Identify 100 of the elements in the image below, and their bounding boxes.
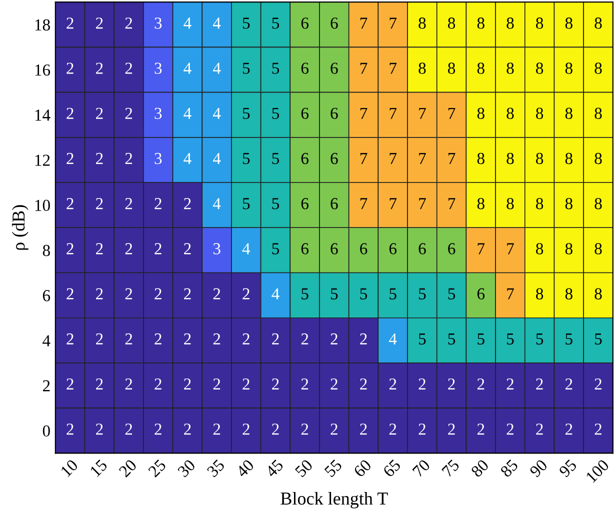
data-label: 2 (272, 424, 279, 435)
data-label: 5 (330, 288, 338, 300)
data-label: 2 (418, 424, 426, 435)
data-label: 2 (154, 333, 162, 344)
data-label: 8 (536, 198, 544, 210)
data-label: 6 (301, 152, 309, 164)
data-label: 6 (477, 288, 485, 300)
data-label: 2 (66, 288, 74, 300)
data-label: 5 (595, 334, 602, 345)
data-label: 2 (66, 243, 74, 254)
data-label: 7 (478, 243, 485, 254)
data-label: 2 (477, 378, 484, 390)
data-label: 2 (125, 243, 132, 254)
data-label: 8 (418, 18, 426, 29)
data-label: 2 (213, 378, 220, 390)
data-label: 8 (565, 18, 572, 29)
data-label: 2 (272, 333, 279, 344)
data-label: 2 (594, 424, 602, 435)
x-tick-label: 20 (118, 458, 138, 478)
x-tick-label: 45 (264, 458, 284, 478)
data-label: 2 (125, 18, 132, 29)
data-label: 2 (66, 108, 74, 119)
data-label: 2 (360, 378, 367, 390)
y-tick-label: 2 (42, 380, 50, 392)
data-label: 2 (125, 62, 132, 74)
data-label: 8 (448, 62, 456, 74)
data-label: 8 (418, 62, 426, 74)
data-label: 3 (154, 18, 162, 29)
data-label: 8 (594, 18, 602, 29)
data-label: 6 (330, 18, 338, 29)
data-label: 6 (301, 243, 309, 254)
data-label: 7 (448, 153, 456, 164)
data-label: 2 (154, 243, 162, 254)
x-tick-label: 65 (382, 458, 402, 478)
data-label: 6 (301, 62, 309, 74)
data-label: 3 (213, 243, 220, 254)
data-label: 2 (125, 198, 132, 210)
data-label: 2 (66, 18, 74, 29)
data-label: 2 (96, 288, 103, 300)
y-tick-label: 4 (42, 335, 50, 346)
data-label: 5 (242, 153, 250, 164)
data-label: 8 (594, 152, 602, 164)
data-label: 2 (330, 378, 338, 390)
data-label: 7 (419, 153, 426, 164)
data-label: 8 (477, 18, 484, 29)
data-label: 2 (272, 378, 279, 390)
x-tick-label: 10 (60, 458, 79, 478)
data-label: 5 (419, 334, 426, 345)
data-label: 8 (477, 108, 484, 120)
data-label: 5 (242, 18, 250, 29)
y-tick-label: 6 (42, 290, 50, 302)
data-label: 2 (154, 198, 162, 210)
data-label: 6 (330, 62, 338, 74)
x-tick-label: 55 (324, 458, 343, 478)
x-tick-label: 60 (353, 458, 372, 478)
data-label: 5 (566, 334, 572, 345)
data-label: 6 (418, 243, 426, 254)
data-label: 6 (301, 18, 309, 29)
x-tick-label: 90 (529, 458, 548, 478)
data-label: 5 (272, 198, 280, 210)
data-label: 8 (565, 108, 572, 120)
data-label: 2 (66, 62, 74, 74)
data-label: 8 (565, 62, 572, 74)
data-label: 8 (536, 18, 544, 29)
data-label: 8 (536, 152, 544, 164)
data-label: 8 (594, 288, 602, 300)
data-label: 8 (565, 288, 572, 300)
data-label: 2 (184, 198, 191, 210)
data-label: 2 (96, 333, 103, 344)
data-label: 7 (360, 198, 368, 210)
data-label: 8 (536, 62, 544, 74)
data-label: 5 (536, 334, 544, 345)
y-tick-label: 18 (35, 19, 50, 31)
data-label: 2 (389, 378, 396, 390)
data-label: 8 (506, 198, 514, 210)
data-label: 2 (213, 288, 220, 300)
data-label: 2 (477, 424, 484, 435)
data-label: 5 (272, 62, 280, 74)
data-label: 2 (565, 378, 572, 390)
data-label: 2 (242, 378, 250, 390)
x-tick-label: 35 (206, 458, 226, 478)
data-label: 2 (536, 424, 543, 435)
data-label: 2 (66, 424, 74, 435)
x-tick-label: 40 (235, 458, 255, 478)
data-label: 2 (154, 378, 162, 390)
data-label: 5 (272, 243, 280, 254)
data-label: 4 (212, 152, 221, 164)
data-label: 5 (242, 62, 250, 74)
data-label: 6 (360, 243, 368, 254)
y-tick-label: 10 (35, 200, 50, 212)
data-label: 7 (360, 62, 368, 74)
data-label: 7 (390, 18, 397, 29)
data-label: 7 (390, 62, 397, 74)
data-label: 4 (242, 243, 250, 254)
data-label: 8 (536, 243, 544, 254)
data-label: 2 (66, 333, 74, 344)
data-label: 4 (389, 333, 397, 344)
data-label: 2 (125, 378, 132, 390)
x-tick-label: 80 (470, 458, 490, 478)
data-label: 2 (96, 243, 103, 254)
